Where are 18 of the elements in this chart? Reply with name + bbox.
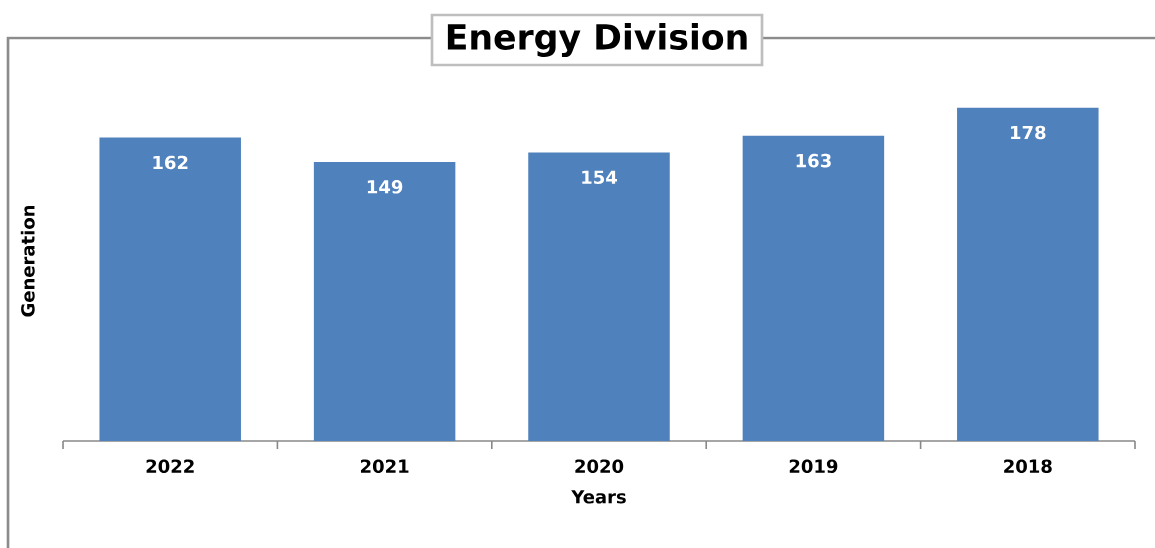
bar: [742, 135, 885, 441]
x-axis-title: Years: [571, 490, 626, 504]
x-tick-label: 2018: [1004, 459, 1052, 473]
bar: [313, 161, 456, 441]
y-axis-title: Generation: [20, 205, 35, 317]
data-label: 163: [796, 153, 831, 168]
bar: [957, 107, 1099, 441]
bar: [99, 137, 241, 441]
bar: [528, 152, 670, 441]
x-tick-label: 2020: [575, 459, 624, 473]
x-tick-label: 2021: [360, 459, 409, 473]
data-label: 149: [367, 180, 403, 194]
x-tick-label: 2022: [146, 459, 194, 473]
x-tick-label: 2019: [789, 459, 838, 473]
data-label: 162: [153, 155, 188, 170]
data-label: 154: [582, 170, 617, 185]
chart-title: Energy Division: [447, 23, 747, 57]
data-label: 178: [1011, 125, 1046, 140]
